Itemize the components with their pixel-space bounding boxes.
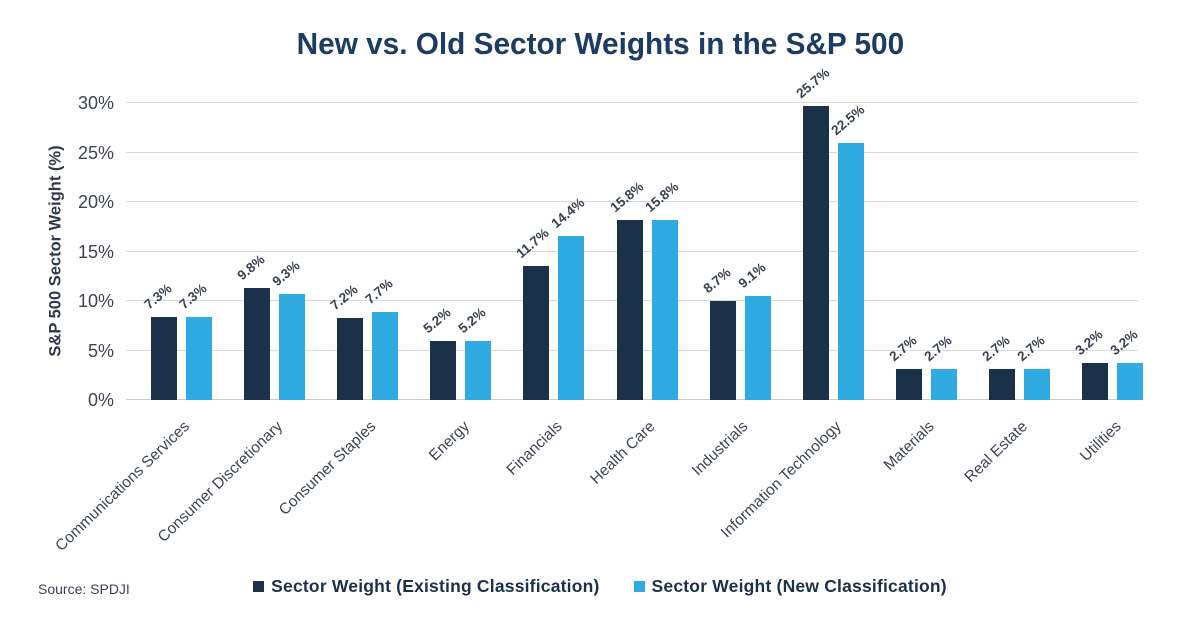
bar-existing-classification: 3.2%	[1072, 327, 1108, 400]
bar-new-classification: 14.4%	[549, 194, 588, 400]
legend-item: Sector Weight (New Classification)	[633, 576, 947, 597]
bar-value-label: 7.2%	[327, 281, 361, 313]
x-label-slot: Real Estate	[962, 404, 1066, 564]
bar-new-classification: 5.2%	[456, 304, 492, 400]
bar-group: 7.3% 7.3%	[135, 103, 228, 400]
x-category-label: Energy	[425, 418, 473, 465]
gridline	[126, 201, 1138, 202]
legend-label: Sector Weight (Existing Classification)	[271, 576, 600, 596]
x-label-slot: Financials	[503, 404, 600, 564]
bar-existing-classification: 7.3%	[141, 280, 178, 400]
bar-new-classification: 9.1%	[735, 260, 771, 400]
y-tick-label: 25%	[77, 142, 114, 163]
bar-value-label: 2.7%	[921, 332, 955, 365]
bar-value-label: 2.7%	[1014, 332, 1048, 365]
x-label-slot: Materials	[880, 404, 973, 564]
legend: Sector Weight (Existing Classification) S…	[0, 576, 1200, 597]
bar-value-label: 15.8%	[606, 178, 646, 215]
chart-title: New vs. Old Sector Weights in the S&P 50…	[0, 26, 1200, 62]
x-category-label: Financials	[503, 418, 566, 479]
bar-value-label: 3.2%	[1107, 327, 1141, 359]
source-note: Source: SPDJI	[38, 581, 130, 597]
bar-new-classification: 2.7%	[921, 333, 957, 400]
y-tick-label: 20%	[77, 192, 114, 212]
x-category-label: Industrials	[689, 418, 752, 480]
bar-value-label: 2.7%	[979, 332, 1013, 365]
bar-existing-classification: 2.7%	[886, 333, 922, 400]
bar-new-classification: 9.3%	[269, 258, 306, 400]
bar-value-label: 11.7%	[513, 225, 553, 262]
bar-new-classification: 22.5%	[828, 102, 867, 400]
bar-group: 15.8% 15.8%	[600, 103, 693, 400]
bar-value-label: 5.2%	[455, 304, 489, 336]
bar-value-label: 9.3%	[269, 257, 303, 289]
bar-existing-classification: 7.2%	[328, 282, 364, 400]
y-tick-label: 15%	[77, 241, 114, 262]
x-axis-labels: Communications Services Consumer Discreti…	[53, 404, 1159, 564]
bar-group: 7.2% 7.7%	[321, 103, 414, 400]
x-category-label: Utilities	[1076, 418, 1125, 465]
bar-value-label: 7.3%	[141, 280, 175, 312]
x-label-slot: Energy	[414, 404, 507, 564]
bar-new-classification: 2.7%	[1014, 333, 1050, 400]
bar-value-label: 8.7%	[699, 264, 734, 296]
legend-swatch-existing	[253, 581, 265, 592]
bar-existing-classification: 2.7%	[979, 333, 1015, 400]
bar-new-classification: 15.8%	[642, 178, 681, 400]
bar-value-label: 9.8%	[234, 251, 268, 284]
bar-new-classification: 7.7%	[363, 276, 399, 400]
bar-group: 9.8% 9.3%	[228, 103, 321, 400]
bar-value-label: 25.7%	[793, 65, 833, 102]
y-tick-label: 10%	[77, 291, 114, 311]
bar-value-label: 2.7%	[886, 332, 920, 365]
legend-swatch-new	[633, 581, 645, 592]
bar-existing-classification: 15.8%	[607, 178, 646, 400]
x-label-slot: Information Technology	[718, 404, 880, 564]
y-tick-label: 5%	[87, 340, 114, 361]
gridline	[126, 102, 1138, 103]
bar-group: 11.7% 14.4%	[507, 103, 600, 400]
bar-existing-classification: 9.8%	[234, 252, 271, 400]
y-axis-ticks: 0% 5% 10% 15% 20% 25% 30%	[0, 93, 114, 410]
x-category-label: Materials	[881, 418, 939, 474]
legend-item: Sector Weight (Existing Classification)	[253, 576, 599, 597]
bar-new-classification: 7.3%	[176, 280, 213, 400]
x-label-slot: Health Care	[588, 404, 693, 564]
x-label-slot: Utilities	[1066, 404, 1159, 564]
x-label-slot: Consumer Staples	[276, 404, 414, 564]
bar-value-label: 22.5%	[828, 101, 868, 138]
bar-group: 2.7% 2.7%	[880, 103, 973, 400]
bar-value-label: 7.7%	[362, 275, 396, 307]
bar-value-label: 5.2%	[420, 304, 454, 336]
bar-group: 3.2% 3.2%	[1066, 103, 1159, 400]
bar-group: 2.7% 2.7%	[973, 103, 1066, 400]
bar-group: 5.2% 5.2%	[414, 103, 507, 400]
bar-new-classification: 3.2%	[1107, 327, 1143, 400]
bar-existing-classification: 5.2%	[421, 304, 457, 400]
bar-group: 8.7% 9.1%	[694, 103, 787, 400]
bar-value-label: 15.8%	[641, 178, 681, 215]
x-category-label: Real Estate	[961, 418, 1032, 486]
bar-group: 25.7% 22.5%	[787, 65, 880, 400]
bar-value-label: 9.1%	[734, 259, 769, 292]
chart-title-text: New vs. Old Sector Weights in the S&P 50…	[296, 26, 904, 61]
y-tick-label: 0%	[87, 390, 114, 410]
bar-groups: 7.3% 7.3% 9.8% 9.3% 7.2% 7.7% 5.2% 5.2% 11.7% 14.…	[135, 65, 1159, 400]
bar-value-label: 14.4%	[548, 194, 588, 231]
bar-existing-classification: 11.7%	[514, 226, 552, 400]
legend-label: Sector Weight (New Classification)	[651, 576, 947, 596]
gridline	[126, 151, 1138, 153]
bar-value-label: 3.2%	[1072, 327, 1106, 359]
y-tick-label: 30%	[77, 93, 114, 113]
bar-existing-classification: 8.7%	[700, 264, 736, 400]
bar-value-label: 7.3%	[176, 280, 210, 312]
bar-existing-classification: 25.7%	[793, 65, 832, 400]
